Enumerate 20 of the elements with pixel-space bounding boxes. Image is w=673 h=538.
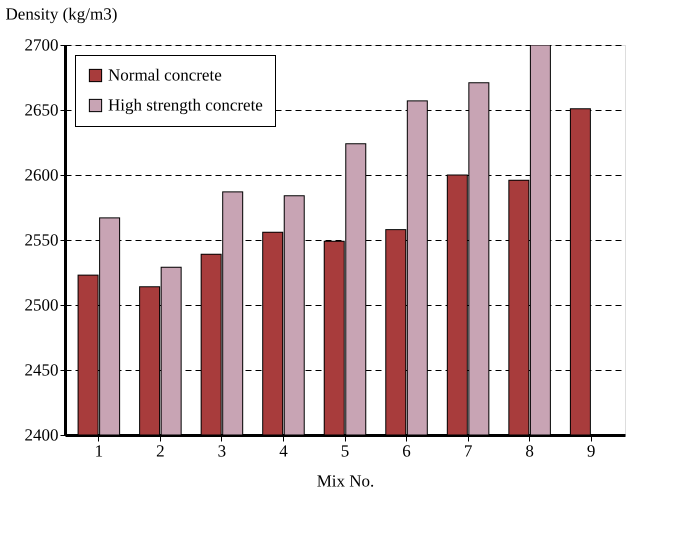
y-tick-label: 2600 bbox=[24, 166, 58, 184]
legend-label: High strength concrete bbox=[108, 96, 263, 114]
legend-label: Normal concrete bbox=[108, 66, 222, 84]
x-tick-label: 7 bbox=[464, 442, 473, 460]
x-tick-label: 1 bbox=[94, 442, 104, 460]
x-tick-label: 6 bbox=[402, 442, 411, 460]
y-tick-label: 2500 bbox=[24, 296, 58, 314]
y-tick-label: 2400 bbox=[24, 426, 58, 444]
x-tick-label: 3 bbox=[218, 442, 226, 460]
x-tick-label: 2 bbox=[156, 442, 165, 460]
x-tick-label: 5 bbox=[340, 442, 350, 460]
y-tick-label: 2700 bbox=[24, 36, 58, 54]
y-tick-label: 2650 bbox=[24, 100, 58, 120]
y-tick-label: 2550 bbox=[24, 230, 58, 250]
x-tick-label: 8 bbox=[525, 442, 534, 460]
x-axis-title: Mix No. bbox=[316, 472, 374, 490]
y-axis-title: Density (kg/m3) bbox=[6, 4, 118, 24]
x-tick-label: 4 bbox=[279, 442, 288, 460]
x-tick-label: 9 bbox=[586, 442, 596, 460]
y-tick-label: 2450 bbox=[24, 360, 58, 380]
